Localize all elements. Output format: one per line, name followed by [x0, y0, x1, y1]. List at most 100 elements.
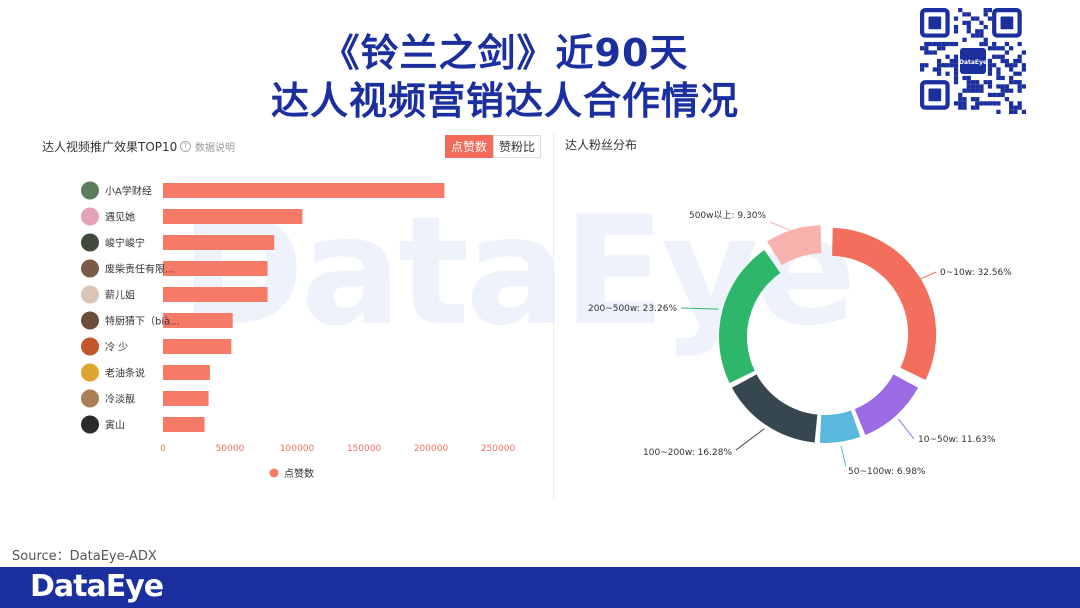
- qr-module: [932, 50, 937, 55]
- qr-module: [953, 63, 959, 68]
- qr-module: [987, 16, 993, 21]
- qr-module: [992, 41, 997, 47]
- data-help[interactable]: ? 数据说明: [180, 139, 235, 154]
- qr-module: [936, 41, 942, 47]
- qr-module: [953, 80, 959, 85]
- avatar-5: [81, 285, 99, 304]
- qr-module: [962, 75, 967, 81]
- qr-module: [962, 12, 967, 17]
- qr-module: [975, 29, 980, 34]
- qr-module: [979, 88, 984, 93]
- qr-module: [936, 63, 942, 68]
- bar-4: [163, 261, 268, 276]
- qr-module: [987, 46, 993, 51]
- qr-module: [953, 67, 959, 72]
- qr-module: [924, 50, 929, 55]
- donut-label-3: 50~100w: 6.98%: [848, 467, 926, 477]
- qr-module: [987, 63, 993, 68]
- qr-module: [949, 58, 954, 64]
- qr-module: [1013, 71, 1018, 76]
- qr-module: [945, 54, 950, 59]
- qr-module: [979, 41, 984, 47]
- qr-module: [1004, 84, 1010, 89]
- qr-module: [979, 101, 984, 106]
- qr-module: [962, 37, 967, 42]
- qr-module: [1017, 54, 1022, 59]
- qr-module: [987, 58, 993, 64]
- bar-label-6: 特厨猜下（bià...: [105, 315, 180, 328]
- qr-module: [945, 71, 950, 76]
- bar-label-2: 遇见她: [105, 211, 135, 224]
- qr-module: [958, 101, 963, 106]
- qr-module: [1000, 88, 1005, 93]
- qr-module: [1000, 58, 1005, 64]
- donut-leader-3: [840, 445, 847, 468]
- qr-module: [924, 63, 929, 68]
- qr-module: [953, 71, 959, 76]
- qr-module: [1009, 109, 1014, 114]
- toggle-like-fan-ratio[interactable]: 赞粉比: [493, 135, 542, 158]
- toggle-likes[interactable]: 点赞数: [445, 135, 494, 158]
- qr-module: [1021, 50, 1026, 55]
- qr-module: [953, 101, 959, 106]
- qr-module: [1021, 67, 1026, 72]
- left-panel-title: 达人视频推广效果TOP10: [42, 140, 178, 154]
- qr-module: [970, 33, 976, 38]
- qr-finder-inner-2: [928, 88, 942, 102]
- qr-module: [1004, 50, 1010, 55]
- avatar-9: [81, 389, 99, 408]
- qr-module: [932, 41, 937, 47]
- qr-module: [987, 80, 993, 85]
- qr-module: [936, 71, 942, 76]
- qr-module: [970, 80, 976, 85]
- legend-label: 点赞数: [284, 467, 314, 480]
- qr-finder-inner-0: [928, 16, 942, 30]
- qr-module: [1000, 54, 1005, 59]
- donut-leader-4: [735, 428, 765, 451]
- avatar-3: [81, 233, 99, 252]
- qr-module: [966, 88, 971, 93]
- legend-marker: [269, 468, 279, 478]
- qr-module: [953, 24, 959, 30]
- qr-module: [987, 67, 993, 72]
- qr-module: [1009, 88, 1014, 93]
- qr-module: [953, 58, 959, 64]
- x-tick-1: 50000: [216, 444, 245, 454]
- donut-slice-1: [832, 227, 937, 380]
- qr-module: [1004, 41, 1010, 47]
- qr-module: [920, 63, 925, 68]
- bar-10: [163, 417, 205, 432]
- bar-9: [163, 391, 209, 406]
- qr-module: [1009, 75, 1014, 81]
- qr-module: [1017, 88, 1022, 93]
- qr-module: [936, 46, 942, 51]
- x-tick-4: 200000: [414, 444, 449, 454]
- qr-module: [966, 75, 971, 81]
- qr-module: [928, 41, 933, 47]
- qr-module: [996, 75, 1001, 81]
- qr-module: [979, 20, 984, 25]
- bar-3: [163, 235, 275, 250]
- qr-module: [996, 84, 1001, 89]
- qr-module: [966, 12, 971, 17]
- qr-module: [1004, 97, 1010, 102]
- x-tick-2: 100000: [280, 444, 315, 454]
- avatar-2: [81, 207, 99, 226]
- qr-module: [958, 92, 963, 98]
- qr-module: [1009, 46, 1014, 51]
- x-tick-5: 250000: [481, 444, 516, 454]
- qr-module: [953, 16, 959, 21]
- qr-module: [996, 71, 1001, 76]
- qr-module: [1009, 101, 1014, 106]
- qr-module: [975, 105, 980, 110]
- qr-module: [975, 88, 980, 93]
- qr-module: [996, 109, 1001, 114]
- qr-module: [996, 46, 1001, 51]
- qr-module: [1009, 63, 1014, 68]
- qr-module: [983, 80, 988, 85]
- qr-module: [987, 92, 993, 98]
- qr-module: [975, 101, 980, 106]
- qr-module: [975, 84, 980, 89]
- qr-module: [966, 80, 971, 85]
